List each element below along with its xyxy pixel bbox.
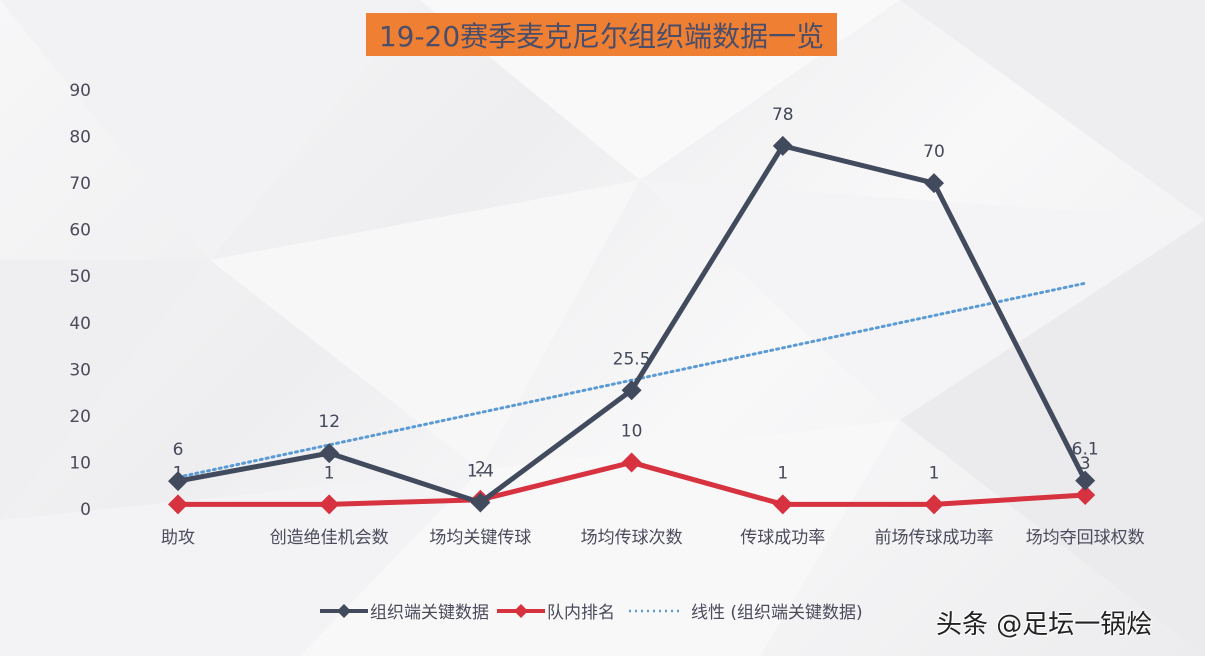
key-data-series-marker: [772, 135, 793, 156]
rank-series-marker: [621, 452, 642, 473]
x-category-label: 场均夺回球权数: [1026, 528, 1145, 548]
rank-value-label: 1: [777, 463, 788, 483]
legend-line-diamond-icon: [497, 603, 545, 618]
key-data-series-marker: [168, 471, 188, 492]
legend-dotted-line-icon: [629, 609, 683, 612]
y-tick-label: 20: [69, 407, 91, 427]
trendline: [182, 281, 1087, 478]
chart-title-banner: 19-20赛季麦克尼尔组织端数据一览: [366, 13, 837, 56]
y-tick-label: 10: [69, 453, 91, 473]
key-data-series-marker: [470, 492, 491, 513]
x-category-label: 助攻: [161, 528, 195, 548]
chart-title: 19-20赛季麦克尼尔组织端数据一览: [378, 19, 825, 53]
x-category-label: 场均传球次数: [581, 528, 683, 548]
y-tick-label: 30: [69, 360, 91, 380]
rank-series-marker: [924, 494, 944, 515]
y-tick-label: 90: [69, 81, 91, 101]
rank-value-label: 3: [1080, 454, 1091, 474]
key-data-value-label: 12: [318, 412, 340, 432]
rank-value-label: 1: [929, 463, 940, 483]
x-category-label: 前场传球成功率: [875, 528, 994, 548]
key-data-series-marker: [319, 443, 340, 464]
key-data-value-label: 78: [772, 105, 794, 125]
watermark: 头条 @足坛一锅烩: [936, 610, 1153, 640]
rank-series-marker: [772, 494, 793, 515]
legend-item: 队内排名: [495, 598, 615, 623]
rank-value-label: 1: [324, 463, 335, 483]
legend-label: 队内排名: [547, 603, 615, 623]
rank-series-marker: [319, 494, 340, 515]
key-data-value-label: 70: [923, 142, 945, 162]
key-data-series-marker: [621, 380, 642, 401]
y-tick-label: 50: [69, 267, 91, 287]
y-tick-label: 40: [69, 314, 91, 334]
rank-series-marker: [1075, 485, 1096, 506]
x-category-label: 创造绝佳机会数: [270, 528, 389, 548]
legend-item: 组织端关键数据: [318, 598, 489, 623]
x-category-label: 场均关键传球: [429, 528, 531, 548]
legend-item: 线性 (组织端关键数据): [621, 598, 863, 623]
key-data-series-marker: [1075, 470, 1096, 491]
x-category-label: 传球成功率: [740, 528, 825, 548]
key-data-value-label: 6: [173, 440, 184, 460]
y-tick-label: 70: [69, 174, 91, 194]
legend-label: 线性 (组织端关键数据): [691, 603, 863, 623]
y-tick-label: 60: [69, 221, 91, 241]
legend-label: 组织端关键数据: [370, 603, 489, 623]
key-data-series-marker: [924, 173, 944, 194]
key-data-value-label: 25.5: [613, 349, 651, 369]
rank-value-label: 2: [475, 459, 486, 479]
y-tick-label: 0: [80, 500, 91, 520]
rank-value-label: 1: [173, 463, 184, 483]
legend-line-diamond-icon: [320, 603, 368, 618]
chart-legend: 组织端关键数据 队内排名 线性 (组织端关键数据): [318, 598, 869, 623]
key-data-value-label: 6.1: [1072, 440, 1099, 460]
key-data-value-label: 1.4: [467, 461, 494, 481]
y-tick-label: 80: [69, 128, 91, 148]
rank-series-marker: [168, 494, 188, 515]
rank-value-label: 10: [621, 421, 643, 441]
